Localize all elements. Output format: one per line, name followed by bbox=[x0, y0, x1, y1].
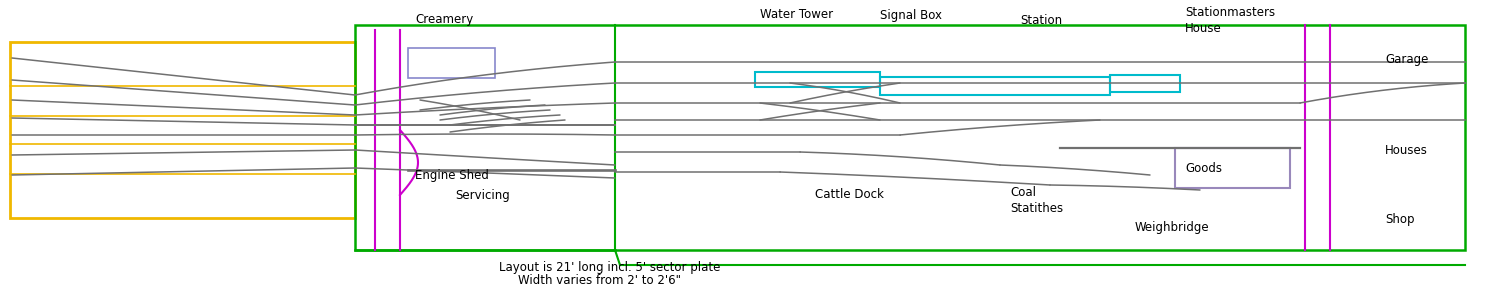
Text: Goods: Goods bbox=[1185, 161, 1222, 175]
Text: Shop: Shop bbox=[1384, 213, 1414, 226]
Text: Engine Shed: Engine Shed bbox=[416, 168, 489, 181]
Text: Creamery: Creamery bbox=[416, 14, 474, 26]
Text: Station: Station bbox=[1020, 14, 1062, 26]
Text: Cattle Dock: Cattle Dock bbox=[815, 188, 884, 201]
Text: Servicing: Servicing bbox=[454, 188, 510, 201]
Text: Water Tower: Water Tower bbox=[760, 9, 832, 21]
Text: Signal Box: Signal Box bbox=[880, 9, 942, 21]
Bar bbox=[1110, 75, 1180, 92]
Text: Coal
Statithes: Coal Statithes bbox=[1010, 186, 1064, 215]
Bar bbox=[10, 42, 356, 218]
Bar bbox=[1174, 148, 1290, 188]
Bar bbox=[356, 25, 1466, 250]
Text: Houses: Houses bbox=[1384, 143, 1428, 156]
Text: Width varies from 2' to 2'6": Width varies from 2' to 2'6" bbox=[519, 275, 681, 288]
Bar bbox=[754, 72, 880, 87]
Bar bbox=[408, 48, 495, 78]
Bar bbox=[880, 77, 1110, 95]
Text: Stationmasters
House: Stationmasters House bbox=[1185, 6, 1275, 34]
Text: Weighbridge: Weighbridge bbox=[1136, 221, 1209, 235]
Text: Garage: Garage bbox=[1384, 54, 1428, 66]
Text: Layout is 21' long incl. 5' sector plate: Layout is 21' long incl. 5' sector plate bbox=[500, 261, 720, 275]
